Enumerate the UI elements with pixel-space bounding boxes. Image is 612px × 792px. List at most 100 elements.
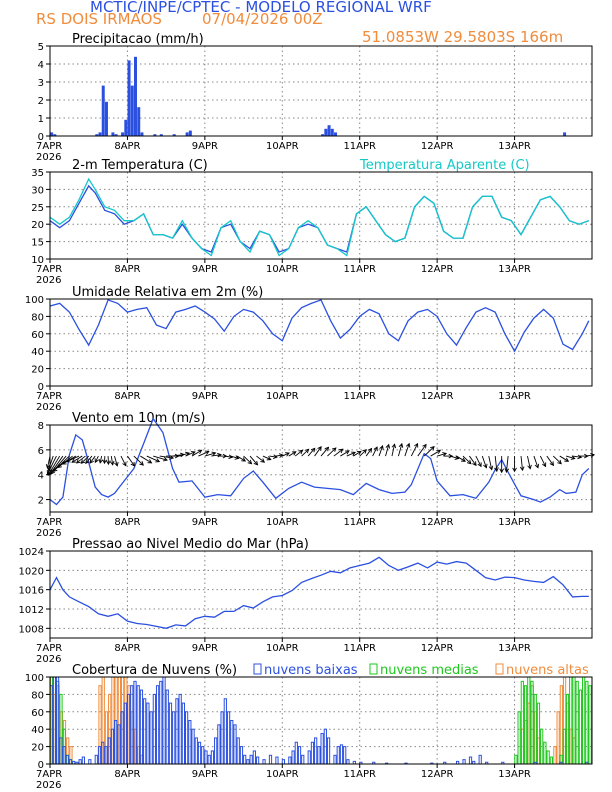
wind-arrow — [153, 455, 168, 461]
y-tick-label: 100 — [25, 295, 44, 306]
precip-bar — [563, 132, 567, 136]
x-tick-label: 12APR — [421, 264, 454, 275]
wind-arrow — [327, 447, 337, 457]
wind-arrow-head — [448, 453, 454, 459]
x-tick-label: 8APR — [114, 141, 140, 152]
cloud-mid-bar — [543, 741, 547, 765]
x-tick-label: 9APR — [192, 141, 218, 152]
wind-arrow — [230, 455, 239, 459]
x-tick-label: 8APR — [114, 769, 140, 780]
wind-arrow-head — [139, 461, 144, 466]
x-tick-label: 11APR — [343, 769, 376, 780]
precip-bar — [95, 134, 99, 136]
wind-arrow-head — [291, 451, 297, 456]
wind-arrow-head — [373, 446, 378, 452]
precip-bar — [124, 119, 128, 136]
chart-title: Cobertura de Nuvens (%) — [72, 663, 237, 678]
wind-arrow-head — [75, 459, 81, 464]
precip-bar — [127, 60, 131, 136]
wind-arrow-head — [228, 454, 234, 460]
wind-arrow-head — [234, 455, 240, 460]
wind-arrow — [469, 455, 477, 466]
cloud-low-bar — [243, 754, 247, 765]
cloud-low-bar — [326, 737, 331, 765]
x-tick-label: 8APR — [114, 517, 140, 528]
precip-bar — [98, 132, 102, 136]
chart-title: 2-m Temperatura (C) — [72, 158, 208, 173]
x-tick-label: 9APR — [192, 517, 218, 528]
wind-arrow-head — [542, 462, 547, 468]
wind-arrow — [146, 455, 160, 463]
x-year-label: 2026 — [36, 528, 61, 539]
wind-arrow-head — [253, 460, 259, 466]
wind-arrow-head — [344, 450, 350, 455]
cloud-low-bar — [59, 737, 63, 765]
wind-arrow — [423, 446, 435, 457]
x-tick-label: 7APR — [36, 141, 62, 152]
y-tick-label: 40 — [31, 347, 44, 358]
x-tick-label: 10APR — [266, 141, 299, 152]
wind-arrow-head — [102, 459, 107, 465]
cloud-low-bar — [268, 754, 273, 765]
cloud-mid-bar — [520, 680, 524, 765]
cloud-low-bar — [52, 676, 56, 765]
cloud-mid-bar — [549, 756, 553, 765]
wind-arrow — [333, 448, 343, 457]
wind-arrow — [546, 455, 554, 466]
wind-arrow-head — [422, 443, 427, 449]
wind-arrow-head — [114, 461, 119, 467]
precip-bar — [153, 134, 157, 136]
wind-arrow — [385, 444, 390, 457]
wind-arrow — [57, 455, 73, 468]
wind-arrow — [256, 455, 265, 463]
wind-arrow — [566, 455, 575, 460]
wind-arrow-head — [122, 461, 127, 467]
cloud-low-bar — [88, 759, 92, 765]
x-tick-label: 8APR — [114, 264, 140, 275]
cloud-mid-bar — [514, 754, 518, 765]
wind-arrow — [488, 455, 493, 470]
cloud-low-bar — [101, 741, 105, 765]
wind-arrow-head — [564, 457, 570, 462]
x-tick-label: 7APR — [36, 643, 62, 654]
y-tick-label: 1008 — [19, 624, 44, 635]
wind-arrow-head — [499, 468, 504, 474]
wind-arrow — [527, 455, 531, 469]
wind-arrow — [359, 449, 367, 457]
cloud-low-bar — [97, 746, 102, 765]
cloud-low-bar — [462, 759, 466, 765]
page-title: MCTIC/INPE/CPTEC - MODELO REGIONAL WRF — [90, 0, 432, 16]
cloud-mid-bar — [533, 693, 537, 765]
x-tick-label: 12APR — [421, 141, 454, 152]
wind-arrow — [191, 449, 202, 457]
wind-arrow — [159, 455, 174, 459]
wind-arrow-head — [130, 461, 136, 467]
wind-arrow — [320, 447, 329, 457]
wind-arrow — [269, 455, 277, 458]
wind-arrow — [475, 455, 482, 467]
wind-arrow-head — [379, 445, 384, 450]
y-tick-label: 0 — [38, 132, 44, 143]
cloud-low-bar — [297, 746, 302, 765]
cloud-mid-bar — [523, 685, 528, 765]
x-tick-label: 11APR — [343, 643, 376, 654]
x-tick-label: 12APR — [421, 769, 454, 780]
y-tick-label: 30 — [31, 185, 44, 196]
cloud-low-bar — [133, 680, 137, 765]
panel-pres: 1008 1012 1016 1020 1024 7APR 8APR 9APR 10APR 11A… — [19, 537, 593, 665]
wind-arrow — [282, 452, 290, 457]
wind-arrow-head — [466, 459, 472, 465]
cloud-low-bar — [217, 724, 221, 765]
wind-arrow — [585, 454, 595, 457]
cloud-low-bar — [155, 685, 160, 765]
wind-arrow-head — [512, 467, 517, 473]
x-tick-label: 13APR — [498, 391, 531, 402]
panel-frame — [49, 45, 593, 137]
wind-arrow — [89, 455, 96, 464]
wind-arrow-head — [477, 462, 482, 468]
y-tick-label: 80 — [31, 312, 44, 323]
cloud-low-bar — [339, 744, 344, 765]
cloud-low-bar — [307, 750, 311, 765]
wind-arrow-head — [472, 461, 477, 467]
cloud-low-bar — [336, 746, 340, 765]
